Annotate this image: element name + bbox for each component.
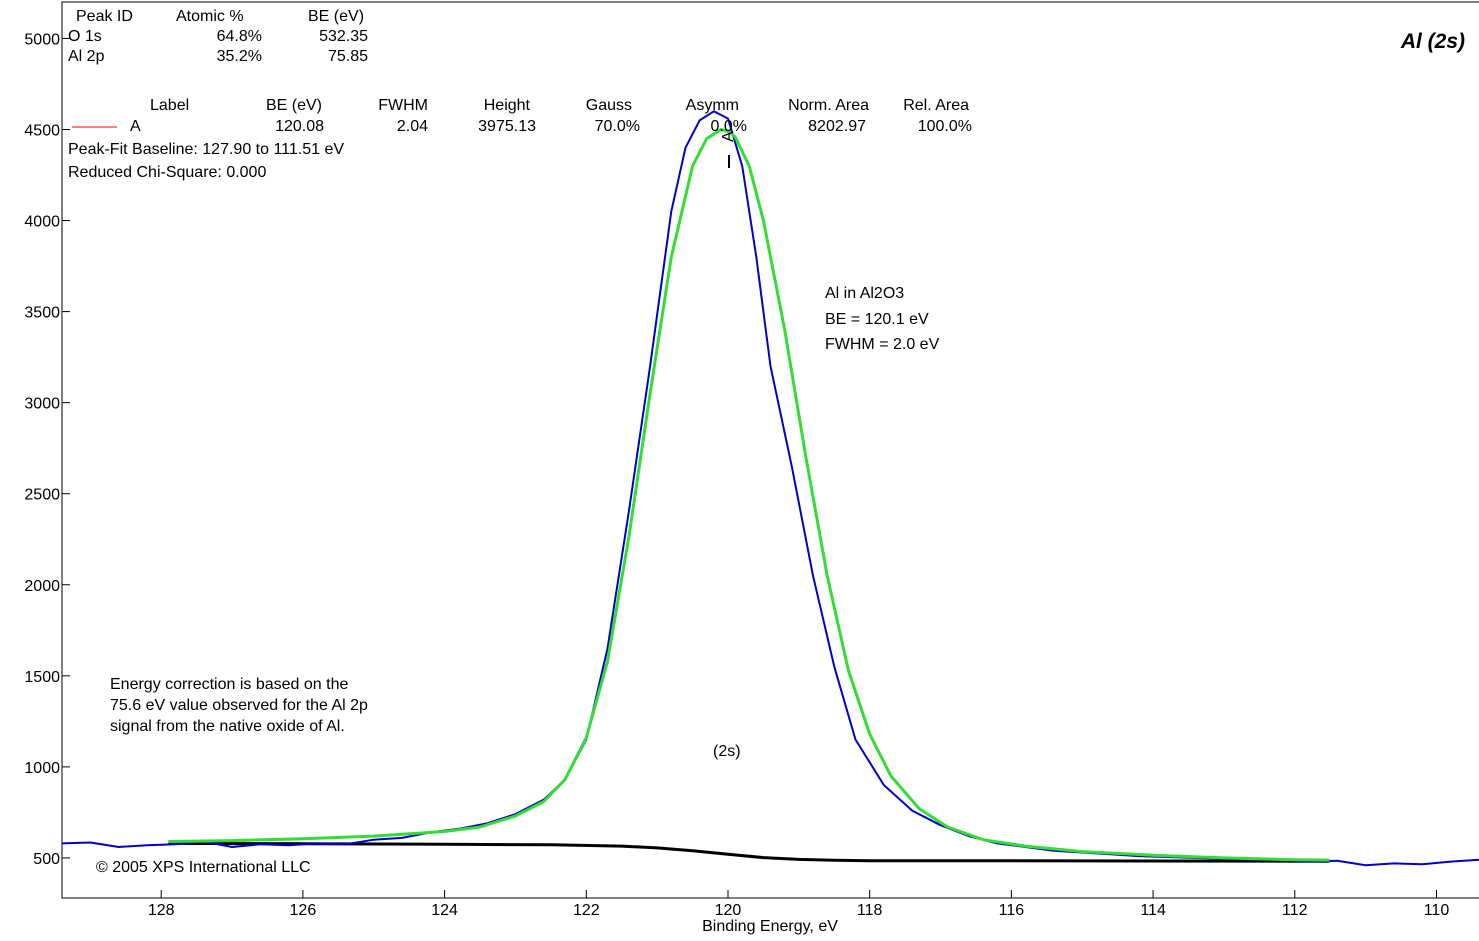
series-background-line <box>168 841 1330 863</box>
x-tick-label: 124 <box>431 902 458 919</box>
fit-header-norm-area: Norm. Area <box>788 97 869 114</box>
x-tick-label: 112 <box>1282 902 1308 919</box>
x-tick-label: 128 <box>148 902 175 919</box>
y-tick-label: 4000 <box>24 214 60 231</box>
peak-info-line: FWHM = 2.0 eV <box>825 336 940 353</box>
y-tick-label: 1500 <box>24 669 60 686</box>
fit-row-height: 3975.13 <box>478 118 536 135</box>
y-tick-label: 2500 <box>24 487 60 504</box>
region-label: (2s) <box>713 743 741 760</box>
peak-info-line: BE = 120.1 eV <box>825 311 929 328</box>
fit-row-norm-area: 8202.97 <box>808 118 866 135</box>
summary-row-atomic: 35.2% <box>216 48 262 65</box>
fit-row-fwhm: 2.04 <box>396 118 428 135</box>
copyright: © 2005 XPS International LLC <box>96 859 311 876</box>
fit-baseline: Peak-Fit Baseline: 127.90 to 111.51 eV <box>68 141 345 158</box>
y-tick-label: 1000 <box>24 760 60 777</box>
summary-header-be: BE (eV) <box>308 8 365 25</box>
summary-row-atomic: 64.8% <box>216 28 262 45</box>
peak-marker-label: A <box>720 131 737 142</box>
y-tick-label: 5000 <box>24 31 60 48</box>
fit-header-rel-area: Rel. Area <box>903 97 969 114</box>
y-tick-label: 4500 <box>24 122 60 139</box>
fit-header-gauss: Gauss <box>585 97 632 114</box>
fit-row-be: 120.08 <box>275 118 324 135</box>
x-tick-label: 120 <box>715 902 742 919</box>
x-axis-label: Binding Energy, eV <box>702 918 838 935</box>
summary-row-be: 532.35 <box>319 28 368 45</box>
x-tick-label: 110 <box>1424 902 1450 919</box>
energy-note-line: 75.6 eV value observed for the Al 2p <box>110 697 368 714</box>
y-tick-label: 3500 <box>24 305 60 322</box>
y-axis-ticks: 500 1000 1500 2000 2500 3000 3500 4000 4500 5000 <box>24 31 70 868</box>
fit-chi-square: Reduced Chi-Square: 0.000 <box>68 164 267 181</box>
fit-header-asymm: Asymm <box>685 97 739 114</box>
x-tick-label: 122 <box>573 902 600 919</box>
fit-header-height: Height <box>483 97 530 114</box>
x-tick-label: 126 <box>290 902 317 919</box>
x-tick-label: 116 <box>999 902 1025 919</box>
fit-header-label: Label <box>150 97 190 114</box>
summary-row-id: O 1s <box>68 28 102 45</box>
peak-info-line: Al in Al2O3 <box>825 285 905 302</box>
chart-title: Al (2s) <box>1400 30 1465 53</box>
fit-header-be: BE (eV) <box>265 97 322 114</box>
series-envelope-line <box>168 128 1330 862</box>
x-tick-label: 114 <box>1140 902 1166 919</box>
x-tick-label: 118 <box>857 902 883 919</box>
plot-frame <box>61 1 1479 899</box>
y-tick-label: 500 <box>33 851 60 868</box>
fit-row-gauss: 70.0% <box>594 118 640 135</box>
y-tick-label: 2000 <box>24 578 60 595</box>
fit-row-rel-area: 100.0% <box>917 118 972 135</box>
energy-note-line: signal from the native oxide of Al. <box>110 718 345 735</box>
fit-row-asymm: 0.0% <box>710 118 747 135</box>
fit-row-label: A <box>130 118 141 135</box>
series-layer <box>61 110 1479 867</box>
fit-header-fwhm: FWHM <box>378 97 428 114</box>
x-axis-ticks: 128 126 124 122 120 118 116 114 112 110 <box>148 890 1450 919</box>
fit-line-swatch <box>72 126 117 128</box>
summary-header-peak-id: Peak ID <box>76 8 133 25</box>
y-tick-label: 3000 <box>24 396 60 413</box>
summary-header-atomic: Atomic % <box>176 8 244 25</box>
series-raw-line <box>61 110 1479 867</box>
summary-row-id: Al 2p <box>68 48 105 65</box>
energy-note-line: Energy correction is based on the <box>110 676 349 693</box>
summary-row-be: 75.85 <box>327 48 368 65</box>
